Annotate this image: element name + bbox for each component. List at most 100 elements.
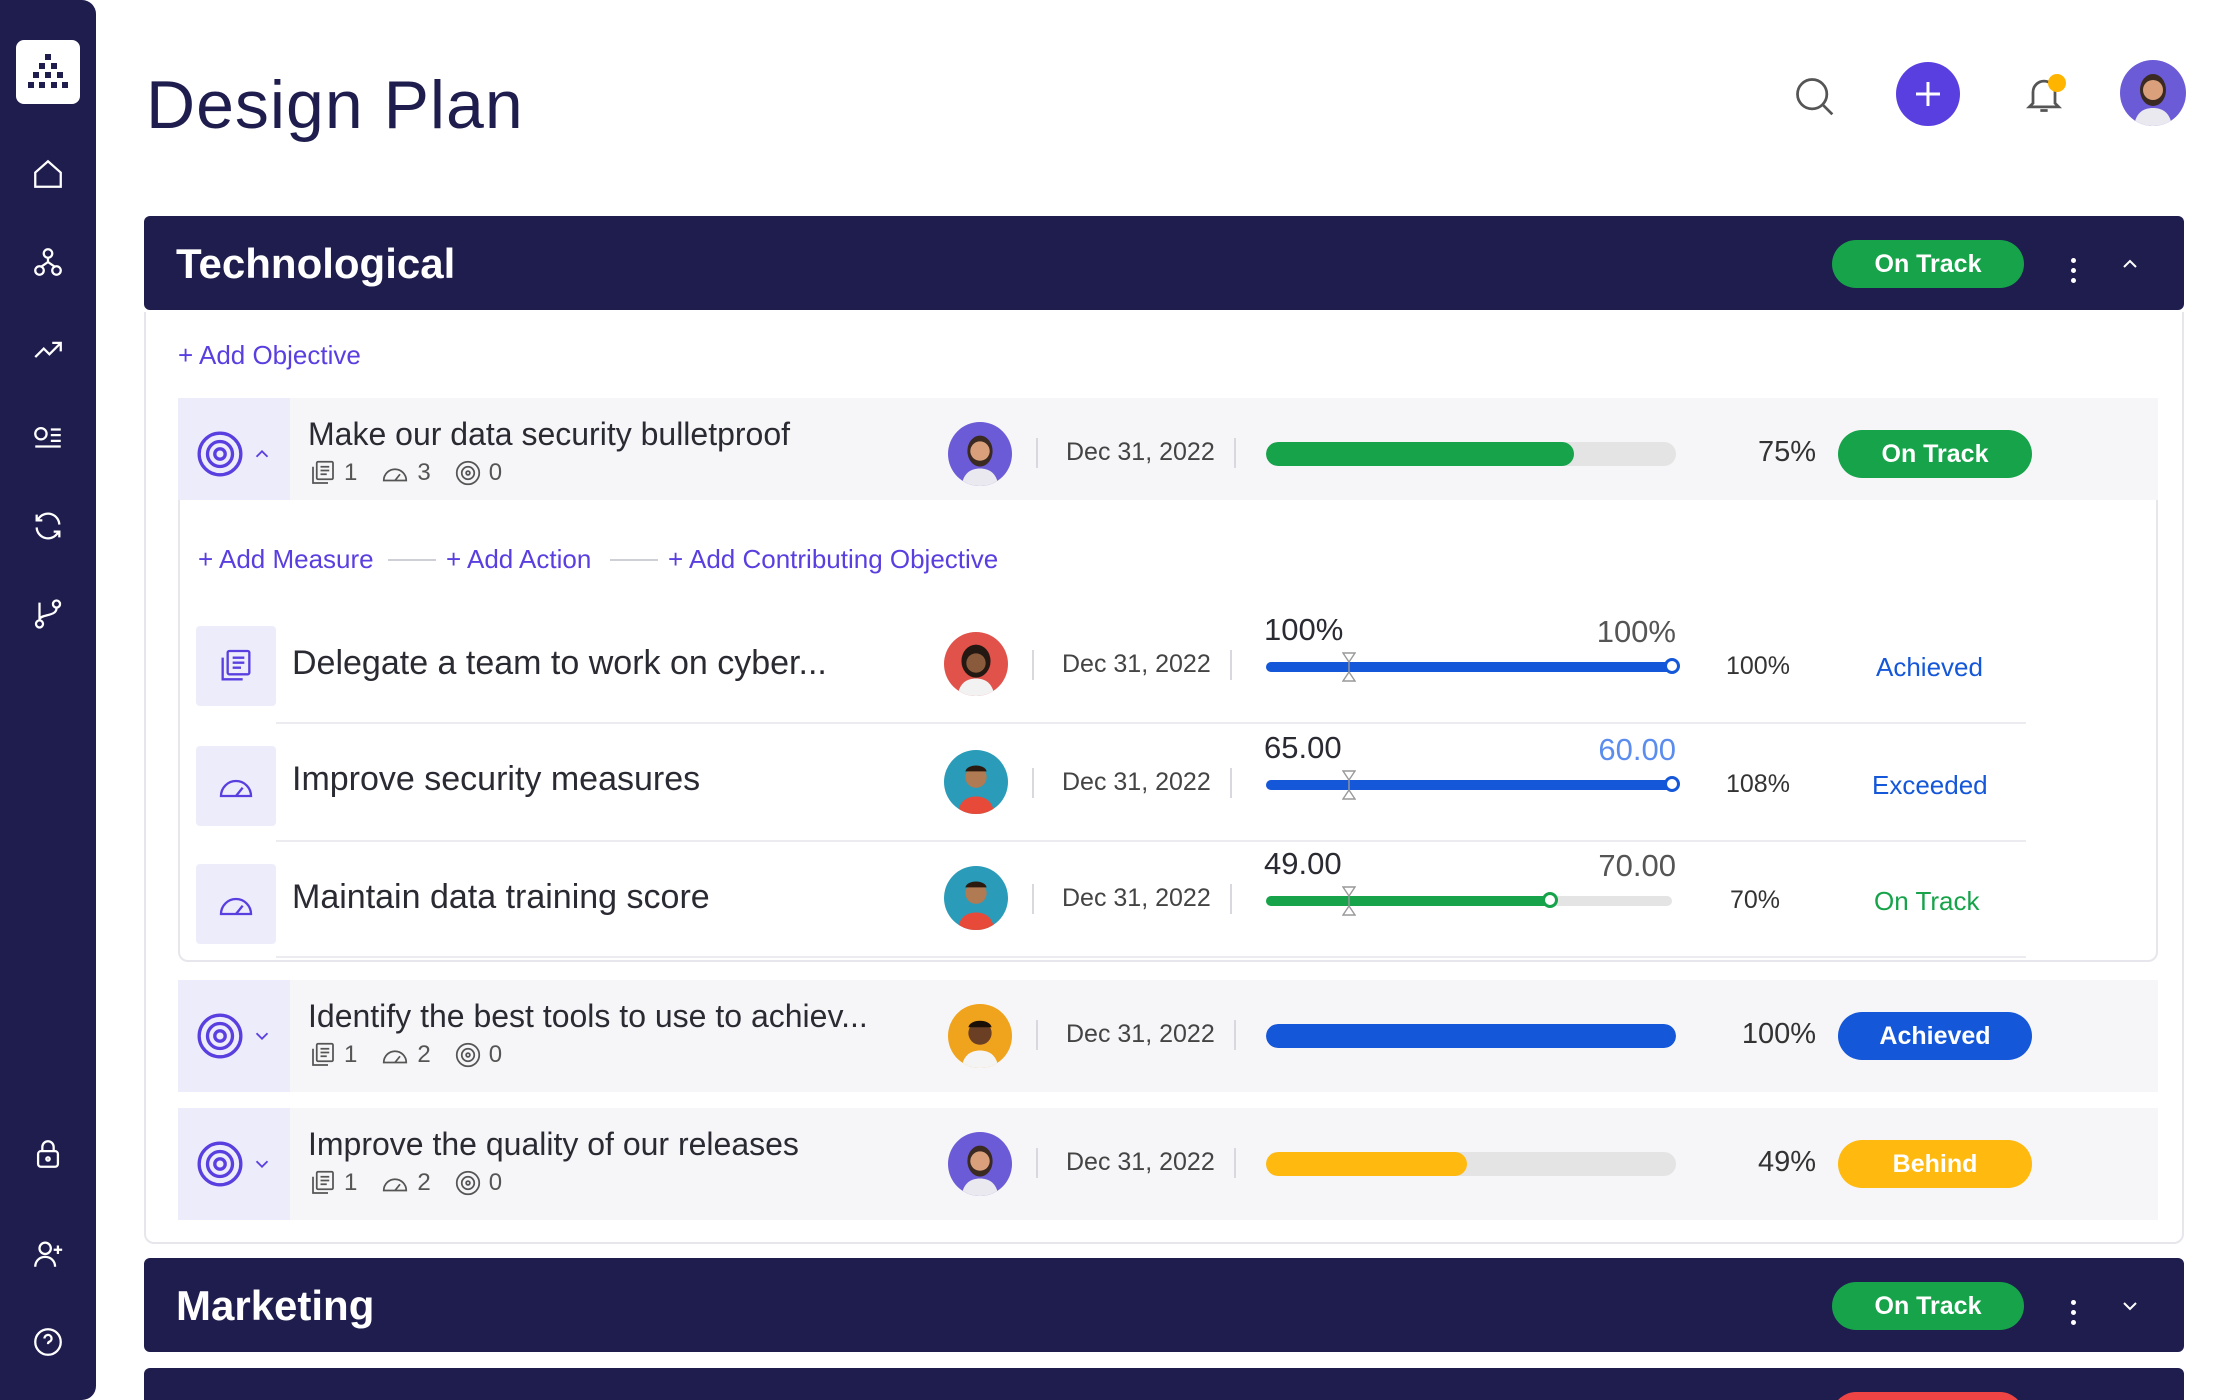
measure-title[interactable]: Maintain data training score bbox=[292, 878, 710, 916]
measure-progress-bar bbox=[1266, 892, 1672, 908]
group-more-menu[interactable] bbox=[2058, 1292, 2088, 1332]
measure-icon-box bbox=[196, 746, 276, 826]
separator bbox=[1234, 1020, 1236, 1050]
add-measure-link[interactable]: + Add Measure bbox=[198, 544, 374, 574]
objective-title[interactable]: Make our data security bulletproof bbox=[308, 416, 791, 452]
separator bbox=[1230, 884, 1232, 914]
due-date: Dec 31, 2022 bbox=[1062, 768, 1211, 796]
chevron-down-icon bbox=[255, 1160, 269, 1169]
nav-lock[interactable] bbox=[24, 1130, 72, 1178]
status-badge: On Track bbox=[1838, 430, 2032, 478]
row-divider bbox=[276, 956, 2026, 958]
measure-progress-fill bbox=[1266, 892, 1559, 908]
notifications-button[interactable] bbox=[2016, 66, 2072, 122]
chevron-up-icon bbox=[2123, 259, 2137, 268]
objective-toggle[interactable] bbox=[178, 398, 290, 510]
targets-count: 0 bbox=[488, 1169, 503, 1196]
user-avatar[interactable] bbox=[2120, 60, 2186, 126]
home-icon bbox=[34, 159, 62, 188]
add-button[interactable] bbox=[1896, 62, 1960, 126]
nav-trending[interactable] bbox=[24, 326, 72, 374]
chevron-down-icon bbox=[2123, 1302, 2137, 1311]
objective-title[interactable]: Improve the quality of our releases bbox=[308, 1126, 799, 1162]
owner-avatar[interactable] bbox=[948, 1132, 1012, 1196]
document-icon bbox=[221, 649, 251, 681]
bell-icon bbox=[2026, 79, 2062, 112]
gauge-icon bbox=[383, 1050, 408, 1064]
baseline-marker-icon bbox=[1342, 652, 1356, 682]
nav-list[interactable] bbox=[24, 414, 72, 462]
avatar-image bbox=[2120, 60, 2186, 126]
nav-hierarchy[interactable] bbox=[24, 238, 72, 286]
group-header-technological[interactable]: Technological On Track bbox=[144, 216, 2184, 310]
row-divider bbox=[276, 840, 2026, 842]
measure-title[interactable]: Improve security measures bbox=[292, 760, 701, 798]
search-button[interactable] bbox=[1790, 72, 1838, 120]
objective-meta: 1 3 0 bbox=[308, 458, 516, 488]
link-divider bbox=[388, 559, 436, 561]
separator bbox=[1032, 884, 1034, 914]
docs-count: 1 bbox=[344, 459, 358, 486]
measure-row[interactable]: Delegate a team to work on cyber... Dec … bbox=[196, 604, 2026, 722]
group-status-badge: On Track bbox=[1832, 240, 2024, 288]
page-title: Design Plan bbox=[146, 67, 524, 143]
owner-avatar[interactable] bbox=[944, 866, 1008, 930]
target-icon bbox=[197, 431, 243, 477]
add-action-link[interactable]: + Add Action bbox=[446, 544, 592, 574]
nav-home[interactable] bbox=[24, 150, 72, 198]
objective-toggle[interactable] bbox=[178, 1108, 290, 1220]
group-header-next[interactable] bbox=[144, 1368, 2184, 1400]
group-header-marketing[interactable]: Marketing On Track bbox=[144, 1258, 2184, 1352]
progress-bar bbox=[1266, 1152, 1676, 1176]
objective-row[interactable]: Make our data security bulletproof 1 3 0… bbox=[178, 398, 2158, 510]
chevron-down-icon bbox=[255, 1032, 269, 1041]
group-title: Technological bbox=[176, 240, 456, 287]
objective-row[interactable]: Improve the quality of our releases 1 2 … bbox=[178, 1108, 2158, 1220]
objective-row[interactable]: Identify the best tools to use to achiev… bbox=[178, 980, 2158, 1092]
measure-row[interactable]: Improve security measures Dec 31, 2022 6… bbox=[196, 724, 2026, 842]
refresh-icon bbox=[35, 512, 61, 540]
current-value: 65.00 bbox=[1264, 730, 1342, 765]
document-icon bbox=[312, 1042, 334, 1066]
group-status-badge: On Track bbox=[1832, 1282, 2024, 1330]
nav-add-user[interactable] bbox=[24, 1230, 72, 1278]
add-contributing-objective-link[interactable]: + Add Contributing Objective bbox=[668, 544, 999, 574]
measures-count: 2 bbox=[417, 1041, 431, 1068]
current-value: 100% bbox=[1264, 612, 1344, 647]
expand-button[interactable] bbox=[2112, 1288, 2148, 1324]
nav-refresh[interactable] bbox=[24, 502, 72, 550]
objective-title[interactable]: Identify the best tools to use to achiev… bbox=[308, 998, 868, 1034]
logo-icon bbox=[28, 54, 68, 88]
objective-toggle[interactable] bbox=[178, 980, 290, 1092]
owner-avatar[interactable] bbox=[948, 1004, 1012, 1068]
app-logo[interactable] bbox=[16, 40, 80, 104]
owner-avatar[interactable] bbox=[948, 422, 1012, 486]
nav-help[interactable] bbox=[24, 1318, 72, 1366]
measure-title[interactable]: Delegate a team to work on cyber... bbox=[292, 644, 827, 682]
hierarchy-icon bbox=[34, 248, 62, 276]
separator bbox=[1036, 438, 1038, 468]
group-more-menu[interactable] bbox=[2058, 250, 2088, 290]
due-date: Dec 31, 2022 bbox=[1066, 1020, 1215, 1048]
progress-fill bbox=[1266, 1024, 1676, 1048]
add-objective-link[interactable]: + Add Objective bbox=[178, 340, 361, 370]
progress-percent: 100% bbox=[1741, 1018, 1816, 1050]
targets-count: 0 bbox=[488, 459, 503, 486]
collapse-button[interactable] bbox=[2112, 246, 2148, 282]
sidebar bbox=[0, 0, 96, 1400]
document-icon bbox=[312, 460, 334, 484]
due-date: Dec 31, 2022 bbox=[1066, 1148, 1215, 1176]
group-status-badge bbox=[1832, 1392, 2024, 1400]
measure-row[interactable]: Maintain data training score Dec 31, 202… bbox=[196, 842, 2026, 960]
separator bbox=[1032, 650, 1034, 680]
target-small-icon bbox=[455, 460, 480, 486]
measure-percent: 108% bbox=[1726, 770, 1790, 798]
measures-count: 2 bbox=[417, 1169, 431, 1196]
owner-avatar[interactable] bbox=[944, 750, 1008, 814]
separator bbox=[1032, 768, 1034, 798]
progress-fill bbox=[1266, 442, 1574, 466]
owner-avatar[interactable] bbox=[944, 632, 1008, 696]
document-icon bbox=[312, 1170, 334, 1194]
nav-branch[interactable] bbox=[24, 590, 72, 638]
gauge-icon bbox=[219, 897, 253, 916]
